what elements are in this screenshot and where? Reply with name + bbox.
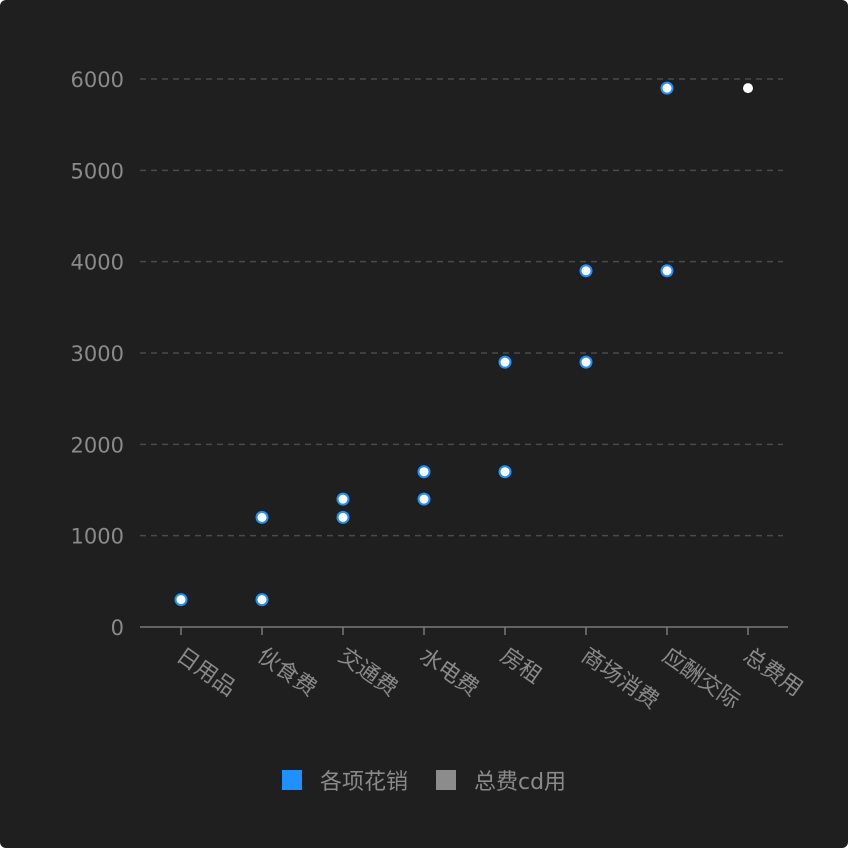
y-tick-label: 6000 (71, 68, 124, 92)
data-point (336, 510, 350, 524)
data-point (743, 83, 753, 94)
y-tick-label: 4000 (71, 251, 124, 275)
x-tick-label: 日用品 (172, 643, 240, 701)
data-point (660, 81, 674, 95)
y-tick-label: 1000 (71, 525, 124, 549)
data-point (579, 264, 593, 278)
data-point (417, 492, 431, 506)
legend-label: 总费cd用 (473, 770, 567, 795)
data-points (174, 81, 753, 607)
x-tick-label: 商场消费 (577, 643, 663, 714)
data-point (336, 492, 350, 506)
grid-lines (140, 78, 783, 537)
legend[interactable]: 各项花销 总费cd用 (0, 758, 848, 802)
legend-swatch (281, 770, 302, 790)
data-point (579, 355, 593, 369)
y-tick-label: 5000 (71, 159, 124, 183)
y-tick-labels: 0 1000 2000 3000 4000 5000 6000 (71, 68, 124, 640)
data-point (255, 593, 269, 607)
x-tick-label: 总费用 (739, 643, 807, 701)
x-tick-label: 水电费 (415, 643, 483, 701)
axes (140, 626, 788, 635)
data-point (255, 510, 269, 524)
legend-item-series-0[interactable]: 各项花销 (281, 764, 408, 796)
legend-swatch (435, 770, 456, 790)
y-tick-label: 2000 (71, 433, 124, 457)
data-point (417, 465, 431, 479)
y-tick-label: 0 (111, 616, 124, 640)
x-tick-label: 应酬交际 (658, 643, 744, 714)
legend-item-series-1[interactable]: 总费cd用 (435, 764, 567, 796)
data-point (174, 593, 188, 607)
data-point (498, 355, 512, 369)
x-tick-label: 房租 (496, 643, 546, 689)
x-tick-label: 交通费 (334, 643, 402, 701)
legend-label: 各项花销 (319, 770, 408, 795)
data-point (498, 465, 512, 479)
x-tick-label: 伙食费 (253, 643, 321, 701)
data-point (660, 264, 674, 278)
y-tick-label: 3000 (71, 342, 124, 366)
